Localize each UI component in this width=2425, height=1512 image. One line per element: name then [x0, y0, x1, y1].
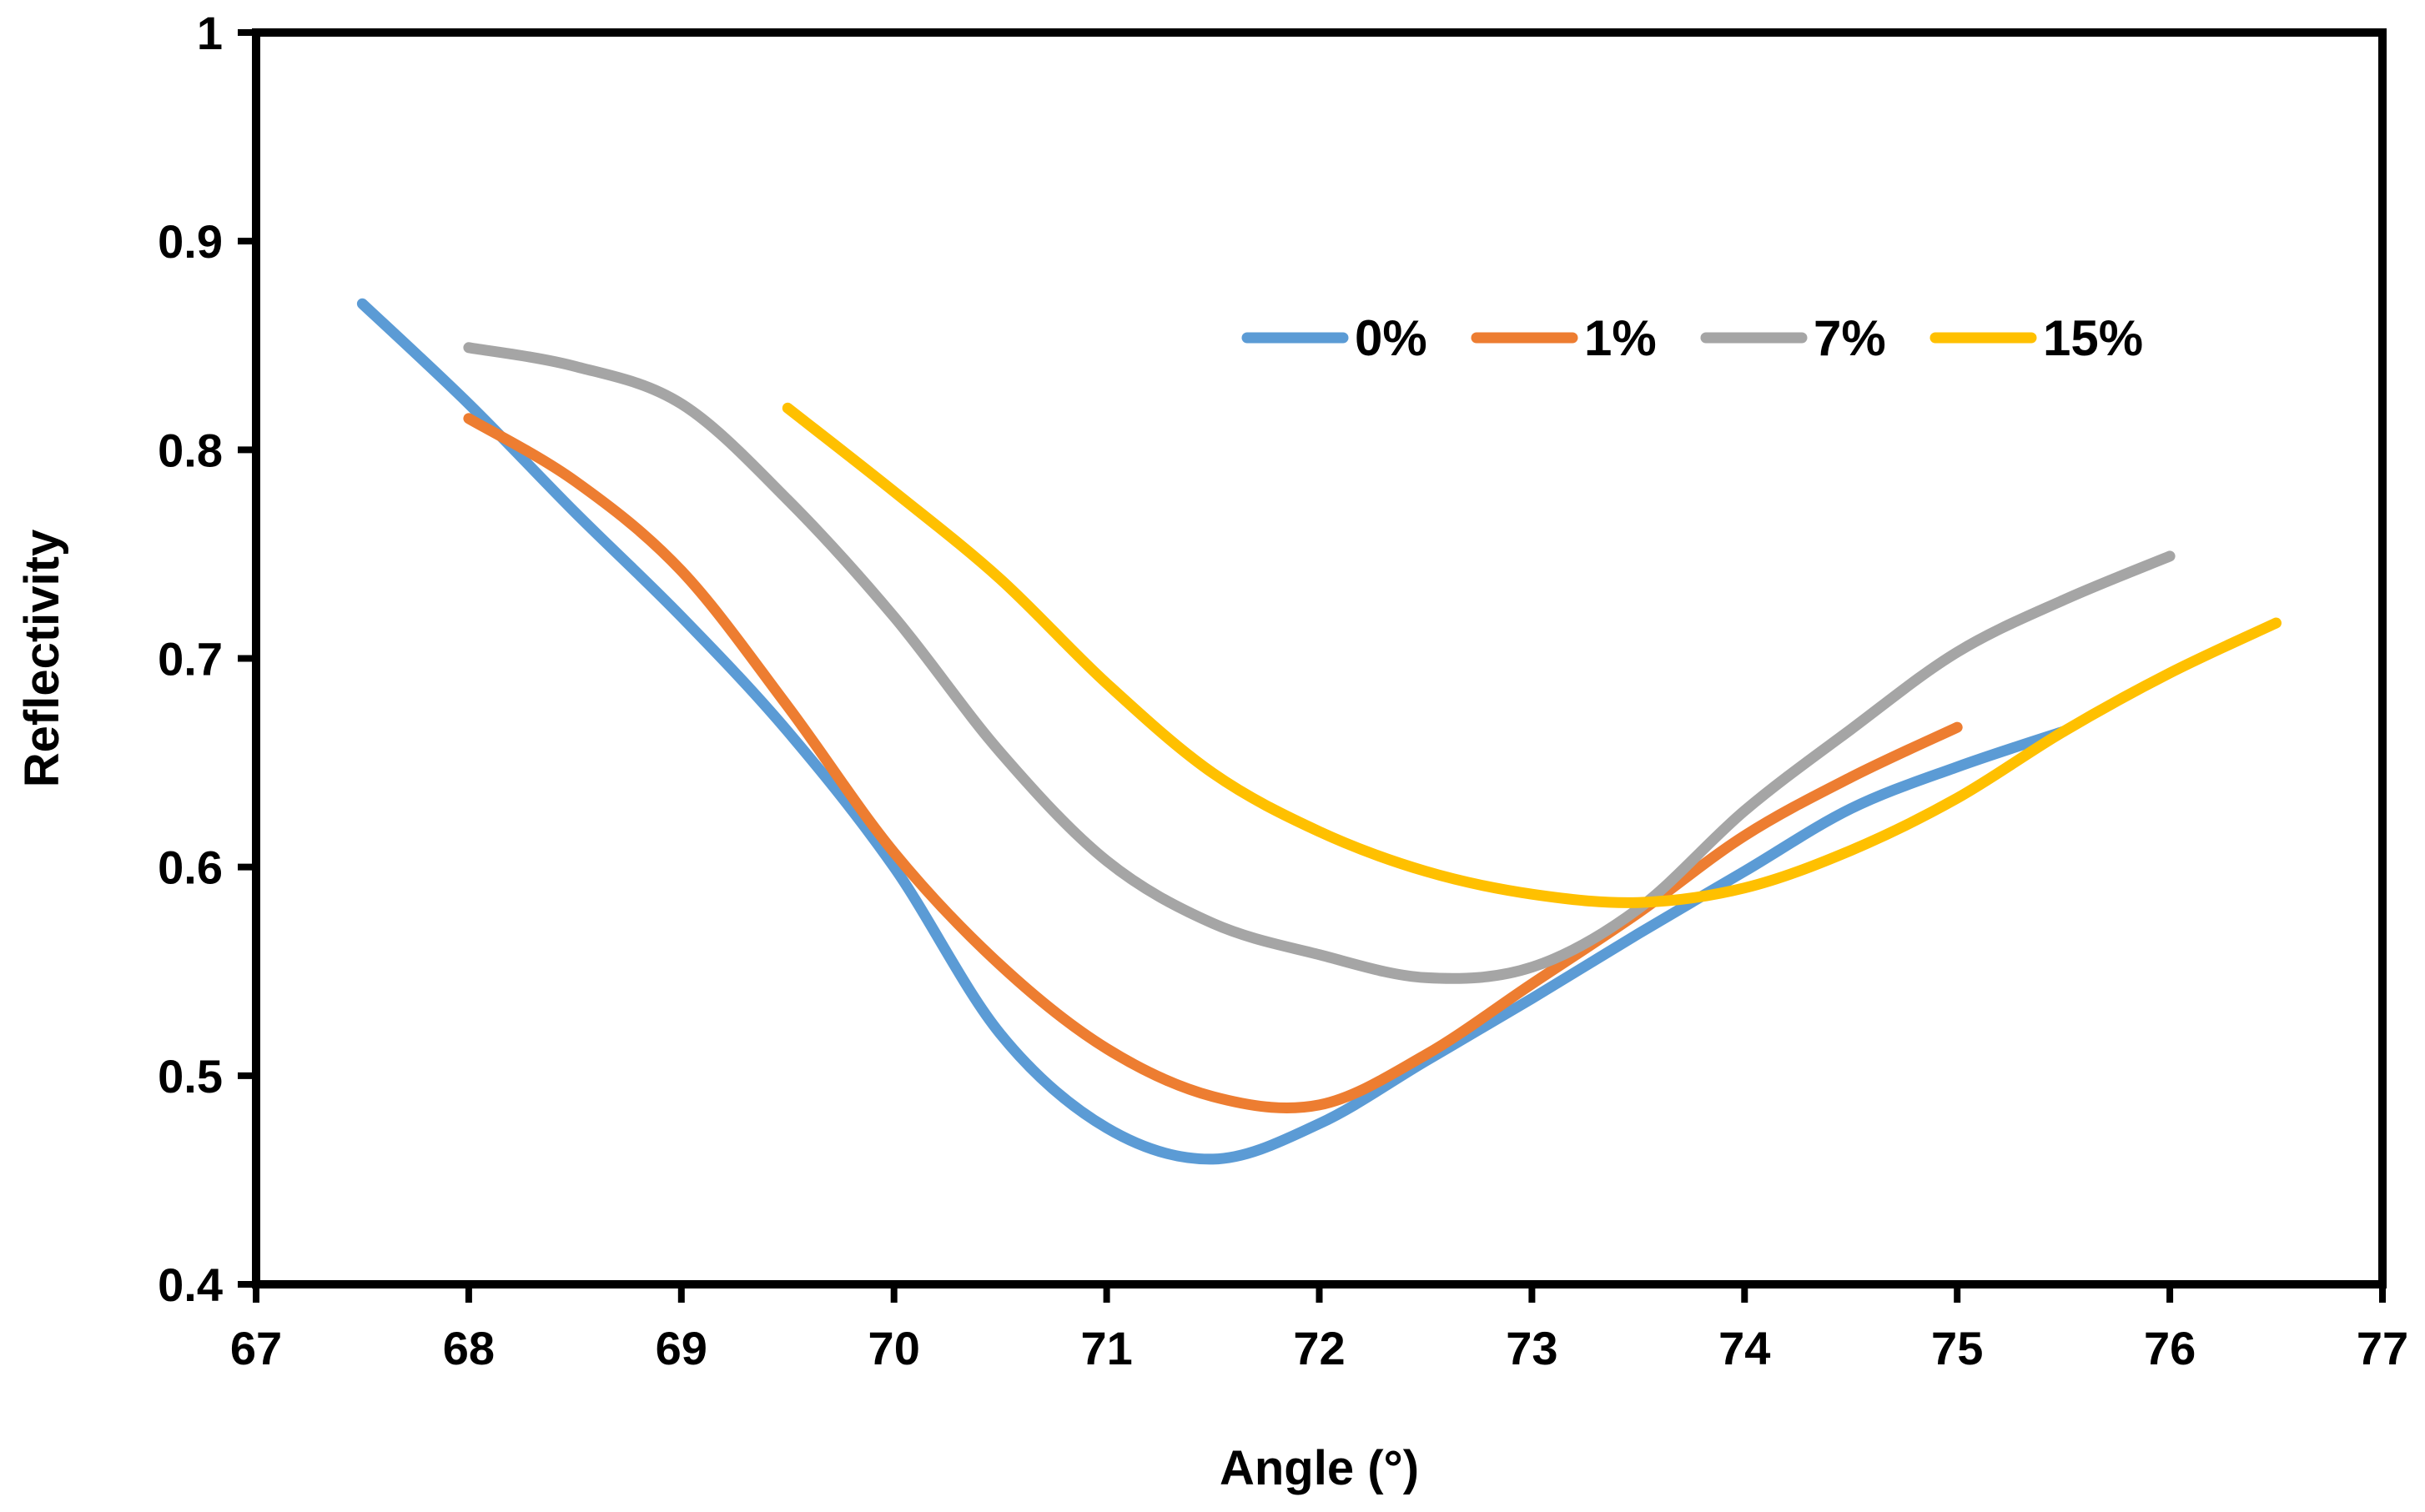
y-tick-label: 1 [197, 7, 223, 59]
x-tick-label: 72 [1293, 1322, 1345, 1374]
y-tick-label: 0.8 [158, 424, 223, 476]
legend: 0% 1% 7% 15% [1241, 310, 2143, 366]
x-axis-title: Angle (°) [1220, 1441, 1419, 1495]
legend-item-1: 0% [1241, 310, 1427, 366]
legend-item-4: 15% [1929, 310, 2143, 366]
series-line-1 [356, 298, 2070, 1165]
series-line-2 [463, 413, 1963, 1113]
legend-label: 15% [2043, 310, 2143, 366]
x-tick-label: 68 [443, 1322, 495, 1374]
legend-label: 0% [1355, 310, 1427, 366]
x-tick-label: 67 [230, 1322, 282, 1374]
x-tick-label: 69 [656, 1322, 707, 1374]
legend-label: 1% [1584, 310, 1657, 366]
y-tick-label: 0.4 [158, 1258, 223, 1311]
y-axis-title: Reflectivity [15, 530, 69, 787]
series-line-4 [782, 402, 2282, 908]
y-tick-label: 0.7 [158, 633, 223, 686]
legend-item-3: 7% [1700, 310, 1886, 366]
x-tick-label: 70 [868, 1322, 920, 1374]
series-layer [356, 298, 2282, 1165]
axes-layer: 0.4 0.5 0.6 0.7 0.8 0.9 1 67 68 69 70 71 72 73 74 75 76 7… [158, 7, 2408, 1374]
series-line-3 [463, 342, 2176, 984]
y-tick-label: 0.6 [158, 841, 223, 894]
x-tick-label: 75 [1931, 1322, 1983, 1374]
x-tick-label: 71 [1080, 1322, 1132, 1374]
y-tick-label: 0.9 [158, 215, 223, 268]
x-tick-label: 77 [2357, 1322, 2408, 1374]
x-tick-label: 74 [1718, 1322, 1770, 1374]
y-tick-label: 0.5 [158, 1050, 223, 1103]
x-tick-label: 76 [2144, 1322, 2196, 1374]
legend-label: 7% [1814, 310, 1886, 366]
legend-item-2: 1% [1471, 310, 1657, 366]
x-tick-label: 73 [1506, 1322, 1557, 1374]
